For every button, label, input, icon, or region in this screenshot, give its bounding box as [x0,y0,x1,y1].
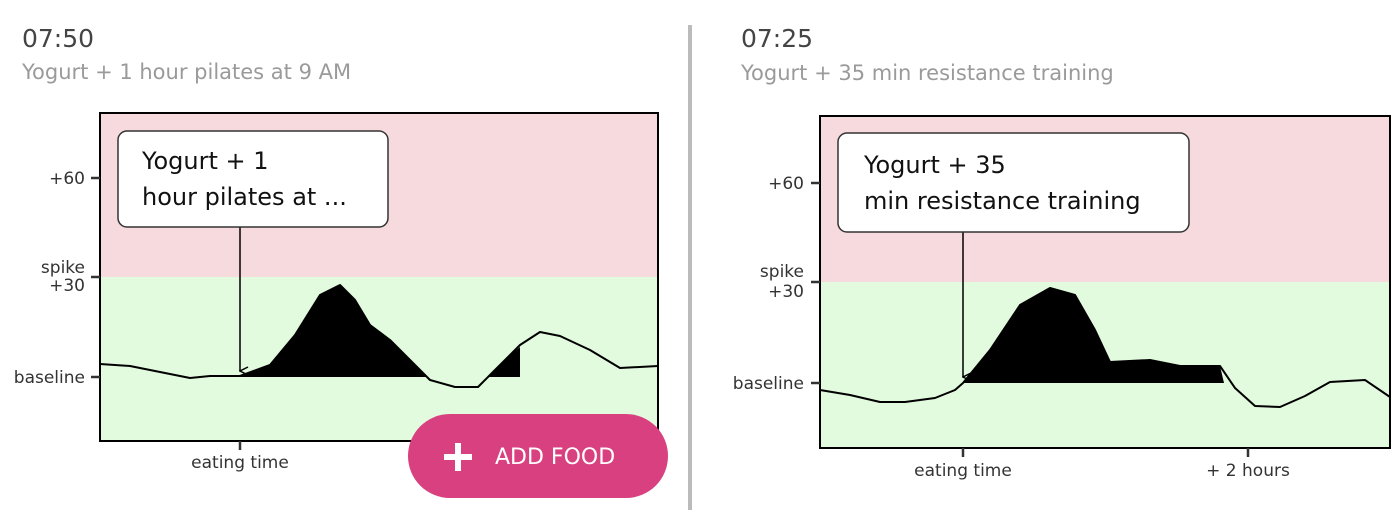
add-food-button[interactable]: ADD FOOD [408,414,668,498]
callout-text: Yogurt + 1 [141,147,269,175]
panel: 07:50 Yogurt + 1 hour pilates at 9 AM +6… [14,24,659,473]
x-label: + 2 hours [1206,461,1290,481]
time: 07:25 [741,24,813,53]
y-label: +30 [49,276,85,296]
y-label: +60 [768,174,804,194]
y-label: baseline [733,374,804,394]
x-label: eating time [191,453,289,473]
glucose-curve [819,287,1391,408]
callout-text: Yogurt + 35 [863,151,1006,179]
callout [117,130,389,228]
subtitle: Yogurt + 35 min resistance training [740,61,1114,85]
button-bg[interactable] [408,414,668,498]
button-label[interactable]: ADD FOOD [495,445,615,470]
callout-text: min resistance training [864,187,1141,215]
y-label: +30 [768,282,804,302]
glucose-area [963,288,1224,383]
x-label: eating time [914,461,1012,481]
panel: 07:25 Yogurt + 35 min resistance trainin… [733,24,1391,481]
y-label: spike [41,258,85,278]
callout-text: hour pilates at ... [142,183,347,211]
plus-icon[interactable] [444,443,472,471]
time: 07:50 [22,24,94,53]
glucose-curve [99,284,659,388]
callout [837,132,1190,233]
y-label: spike [760,262,804,282]
subtitle: Yogurt + 1 hour pilates at 9 AM [21,60,351,84]
y-label: +60 [49,169,85,189]
glucose-area [240,285,427,377]
y-label: baseline [14,368,85,388]
